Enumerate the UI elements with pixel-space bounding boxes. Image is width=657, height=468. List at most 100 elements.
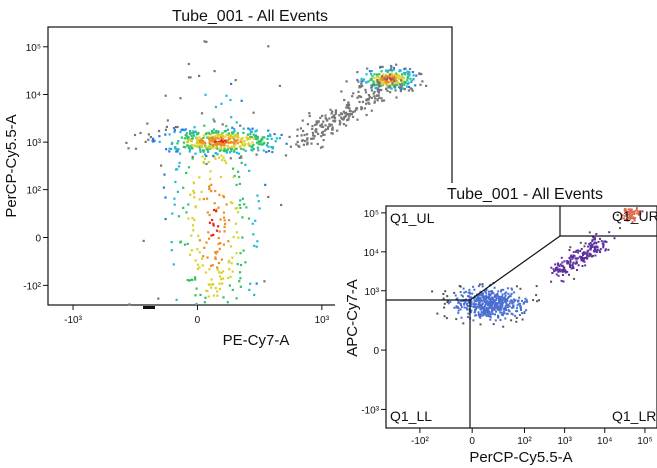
event-point [465, 307, 468, 310]
event-point [370, 72, 373, 76]
event-point [402, 72, 406, 75]
event-point [206, 211, 209, 214]
event-point [212, 154, 215, 157]
event-point [358, 86, 361, 89]
event-point [209, 136, 212, 140]
event-point [489, 312, 492, 315]
event-point [230, 82, 233, 85]
event-point [171, 212, 174, 215]
event-point [350, 113, 354, 116]
event-point [445, 317, 448, 320]
event-point [453, 306, 456, 309]
event-point [261, 143, 264, 146]
event-point [164, 133, 167, 136]
event-point [192, 229, 195, 232]
event-point [501, 295, 504, 298]
event-point [504, 304, 507, 307]
event-point [379, 66, 382, 69]
event-point [405, 85, 409, 88]
event-point [239, 252, 242, 255]
event-point [208, 139, 212, 142]
event-point [602, 245, 605, 248]
event-point [356, 71, 359, 74]
event-point [419, 83, 422, 86]
event-point [195, 137, 198, 140]
event-point [406, 77, 409, 80]
event-point [192, 130, 195, 133]
event-point [326, 127, 329, 130]
event-point [198, 136, 201, 139]
event-point [215, 208, 218, 211]
event-point [473, 299, 476, 302]
event-point [254, 219, 257, 222]
event-point [322, 139, 325, 142]
event-point [619, 227, 621, 230]
event-point [564, 270, 567, 273]
event-point [630, 211, 633, 214]
event-point [236, 263, 239, 266]
event-point [489, 293, 492, 296]
event-point [490, 292, 493, 295]
event-point [620, 216, 623, 219]
event-point [347, 117, 350, 120]
event-point [238, 280, 241, 283]
event-point [356, 118, 359, 121]
event-point [475, 299, 478, 302]
event-point [514, 314, 517, 317]
event-point [616, 214, 619, 217]
event-point [255, 141, 259, 144]
event-point [165, 125, 168, 128]
event-point [500, 306, 503, 309]
event-point [158, 135, 161, 138]
event-point [215, 210, 218, 213]
event-point [306, 138, 309, 141]
event-point [235, 231, 239, 234]
event-point [219, 147, 222, 150]
event-point [468, 295, 471, 298]
event-point [477, 299, 480, 302]
event-point [462, 322, 465, 325]
event-point [506, 287, 509, 290]
event-point [182, 141, 185, 144]
event-point [563, 266, 566, 269]
event-point [485, 288, 488, 291]
event-point [201, 257, 204, 260]
event-point [345, 111, 348, 114]
event-point [360, 107, 363, 110]
quadrant-plot: Tube_001 - All Events Q1_UL Q1_UR Q1_LL … [335, 183, 657, 468]
event-point [263, 136, 266, 139]
event-point [399, 76, 402, 79]
event-point [634, 217, 637, 219]
event-point [217, 262, 220, 265]
event-point [486, 311, 488, 314]
event-point [199, 293, 202, 296]
event-point [550, 280, 553, 283]
event-point [499, 303, 502, 306]
event-point [187, 203, 190, 206]
event-point [251, 146, 254, 149]
event-point [396, 83, 399, 86]
event-point [191, 157, 194, 160]
event-point [338, 114, 341, 117]
event-point [478, 296, 481, 299]
event-point [232, 144, 236, 148]
event-point [230, 149, 233, 152]
event-point [468, 292, 471, 295]
event-point [125, 141, 128, 144]
event-point [203, 124, 206, 127]
event-point [525, 309, 528, 312]
event-point [239, 285, 242, 288]
event-point [236, 139, 239, 142]
event-point [187, 144, 190, 147]
event-point [477, 285, 480, 288]
event-point [382, 81, 385, 84]
event-point [382, 99, 386, 102]
event-point [511, 301, 514, 304]
event-point [475, 300, 478, 303]
event-point [410, 80, 413, 84]
event-point [204, 157, 207, 160]
event-point [488, 293, 490, 296]
event-point [256, 146, 259, 149]
quadrant-label: Q1_UR [612, 208, 657, 224]
event-point [232, 137, 235, 140]
